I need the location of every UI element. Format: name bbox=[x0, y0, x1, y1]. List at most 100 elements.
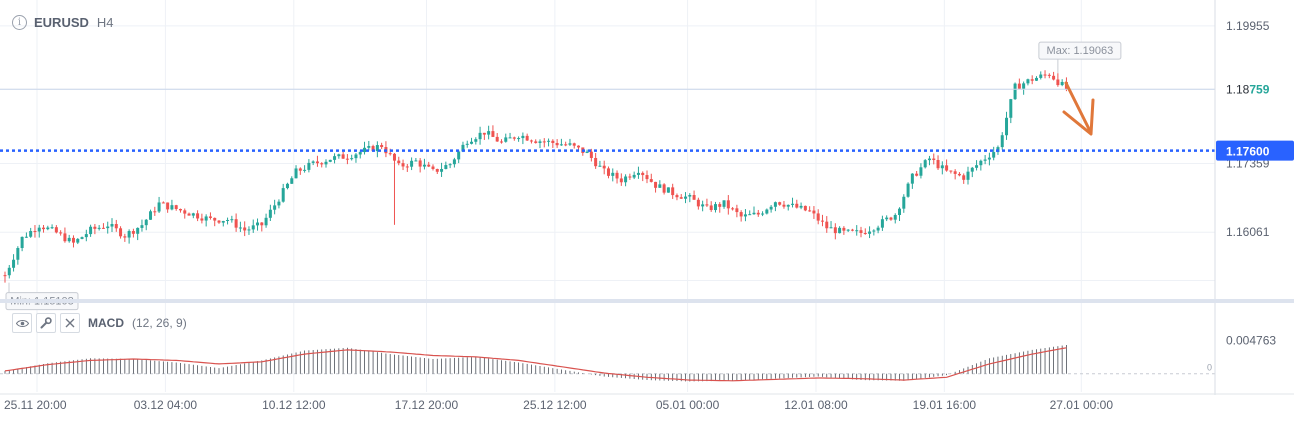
candle-body bbox=[868, 231, 872, 234]
candle-body bbox=[448, 164, 452, 166]
candle-body bbox=[127, 231, 131, 238]
candle-body bbox=[1022, 83, 1026, 89]
candle-body bbox=[106, 226, 110, 229]
candle-body bbox=[290, 178, 294, 184]
candle-body bbox=[606, 168, 610, 176]
y-tick-label: 1.16061 bbox=[1226, 225, 1270, 239]
macd-y-tick-label: 0.004763 bbox=[1226, 333, 1276, 347]
macd-header: MACD (12, 26, 9) bbox=[12, 313, 187, 333]
candle-body bbox=[688, 195, 692, 197]
candle-body bbox=[46, 227, 50, 230]
candle-body bbox=[619, 178, 623, 183]
candle-body bbox=[84, 234, 88, 238]
candle-body bbox=[298, 168, 302, 171]
candle-body bbox=[1056, 79, 1060, 86]
wrench-icon[interactable] bbox=[36, 313, 56, 333]
info-circle-icon[interactable]: i bbox=[12, 15, 27, 30]
candle-body bbox=[183, 210, 187, 214]
eye-icon[interactable] bbox=[12, 313, 32, 333]
candle-body bbox=[508, 137, 512, 139]
candle-body bbox=[12, 259, 16, 268]
candle-body bbox=[97, 227, 101, 229]
candle-body bbox=[752, 212, 756, 215]
candle-body bbox=[285, 183, 289, 189]
candle-body bbox=[367, 146, 371, 148]
candle-body bbox=[1060, 81, 1064, 86]
candle-body bbox=[572, 143, 576, 146]
candle-body bbox=[499, 141, 503, 143]
candle-body bbox=[470, 141, 474, 144]
candle-body bbox=[564, 144, 568, 146]
candle-body bbox=[20, 236, 24, 249]
candle-body bbox=[654, 181, 658, 188]
candle-body bbox=[709, 205, 713, 211]
candle-body bbox=[405, 166, 409, 168]
candle-body bbox=[123, 236, 127, 238]
candle-body bbox=[440, 169, 444, 172]
candle-body bbox=[953, 171, 957, 174]
candle-body bbox=[846, 229, 850, 231]
candle-body bbox=[281, 188, 285, 202]
candle-body bbox=[251, 225, 255, 230]
candle-body bbox=[110, 224, 114, 227]
candle-body bbox=[962, 175, 966, 180]
candle-body bbox=[696, 199, 700, 207]
indicator-params: (12, 26, 9) bbox=[132, 316, 187, 330]
candle-body bbox=[410, 160, 414, 167]
timeframe-label[interactable]: H4 bbox=[96, 15, 114, 30]
candle-body bbox=[418, 160, 422, 167]
candle-body bbox=[401, 163, 405, 167]
candle-body bbox=[512, 137, 516, 139]
x-tick-label: 19.01 16:00 bbox=[913, 398, 977, 412]
candle-body bbox=[345, 158, 349, 160]
candle-body bbox=[987, 157, 991, 160]
candle-body bbox=[337, 154, 341, 157]
candle-body bbox=[487, 131, 491, 135]
candle-body bbox=[435, 168, 439, 172]
candle-body bbox=[363, 147, 367, 153]
candle-body bbox=[1026, 79, 1030, 84]
candle-body bbox=[671, 187, 675, 196]
candle-body bbox=[1043, 74, 1047, 76]
candle-body bbox=[992, 152, 996, 158]
candle-body bbox=[24, 236, 28, 238]
candle-body bbox=[131, 231, 135, 234]
panel-separator bbox=[0, 299, 1294, 303]
candle-body bbox=[358, 152, 362, 155]
candle-body bbox=[517, 138, 521, 140]
candle-body bbox=[906, 183, 910, 197]
level-price-label: 1.17600 bbox=[1226, 145, 1270, 159]
candle-body bbox=[474, 139, 478, 142]
current-price-prefix: 1.18 bbox=[1226, 82, 1250, 96]
indicator-name: MACD bbox=[88, 316, 124, 330]
candle-body bbox=[542, 141, 546, 143]
candle-body bbox=[37, 227, 41, 232]
candle-body bbox=[529, 140, 533, 142]
candle-body bbox=[628, 176, 632, 178]
candle-body bbox=[816, 213, 820, 221]
candle-body bbox=[778, 202, 782, 205]
x-tick-label: 03.12 04:00 bbox=[134, 398, 198, 412]
candle-body bbox=[247, 229, 251, 231]
candles bbox=[3, 70, 1068, 283]
overlays: Max: 1.19063Min: 1.15108 bbox=[0, 41, 1215, 311]
candle-body bbox=[1000, 135, 1004, 148]
candle-body bbox=[761, 213, 765, 215]
candle-body bbox=[149, 211, 153, 220]
level-price-badge bbox=[1216, 140, 1294, 161]
close-icon[interactable] bbox=[60, 313, 80, 333]
candle-body bbox=[795, 203, 799, 208]
macd-zero-label: 0 bbox=[1207, 363, 1212, 373]
candle-body bbox=[624, 176, 628, 183]
candle-body bbox=[93, 226, 97, 229]
candle-body bbox=[534, 141, 538, 143]
candle-body bbox=[350, 158, 354, 160]
candle-body bbox=[268, 209, 272, 218]
candle-body bbox=[333, 156, 337, 160]
candle-body bbox=[7, 267, 11, 276]
candle-body bbox=[602, 165, 606, 169]
macd-series bbox=[0, 344, 1215, 382]
candle-body bbox=[187, 213, 191, 216]
